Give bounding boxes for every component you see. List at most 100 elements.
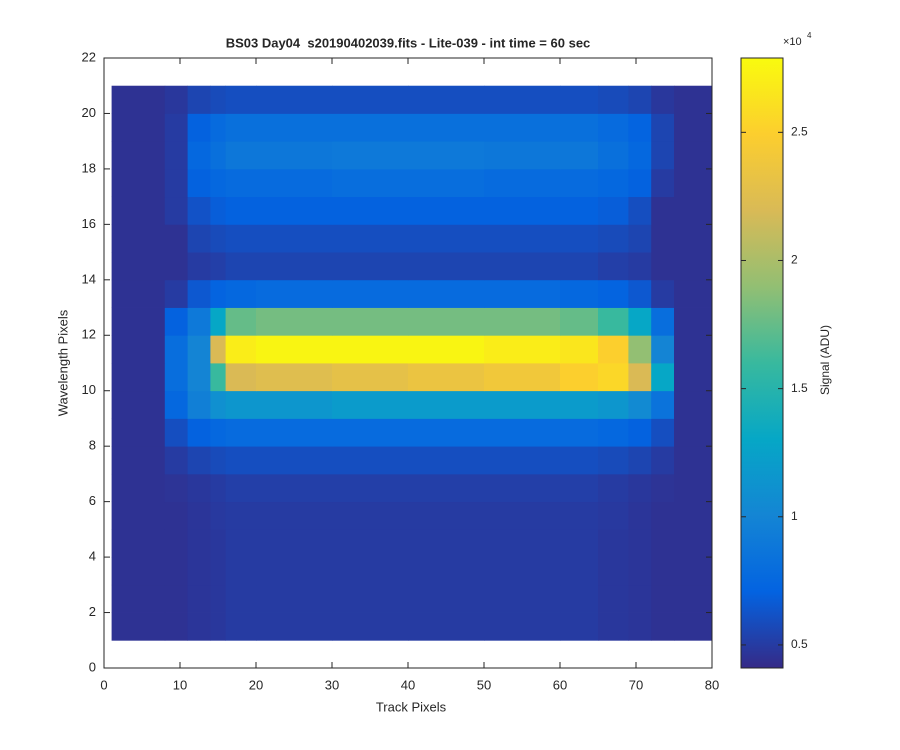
x-tick-label: 60 [553, 677, 567, 692]
heatmap-cell [256, 584, 333, 613]
heatmap-cell [628, 168, 652, 198]
heatmap-cell [484, 557, 561, 586]
heatmap-cell [484, 168, 561, 198]
heatmap-cell [628, 529, 652, 558]
heatmap-cell [111, 141, 166, 170]
heatmap-cell [164, 141, 188, 170]
heatmap-cell [111, 363, 166, 392]
heatmap-cell [256, 446, 333, 475]
heatmap-cell [187, 196, 211, 225]
heatmap-cell [164, 473, 188, 503]
heatmap-cell [674, 418, 713, 447]
heatmap-cell [598, 252, 629, 281]
heatmap-cell [651, 529, 675, 558]
heatmap-cell [408, 418, 485, 447]
heatmap-cell [560, 446, 599, 475]
heatmap-cell [256, 390, 333, 419]
heatmap-cell [256, 85, 333, 114]
heatmap-cell [628, 612, 652, 641]
heatmap-cell [187, 224, 211, 253]
heatmap-cell [111, 446, 166, 475]
x-tick-label: 20 [249, 677, 263, 692]
heatmap-cell [225, 584, 257, 613]
heatmap-cell [256, 168, 333, 198]
heatmap-cell [408, 279, 485, 308]
heatmap-cell [484, 529, 561, 558]
heatmap-cell [210, 584, 226, 613]
heatmap-cell [598, 529, 629, 558]
heatmap-cell [332, 363, 409, 392]
heatmap-cell [674, 473, 713, 503]
heatmap-cell [484, 501, 561, 530]
colorbar-tick-label: 2.5 [791, 124, 808, 138]
heatmap-cell [256, 363, 333, 392]
colorbar [740, 57, 784, 669]
heatmap-cell [164, 529, 188, 558]
heatmap-cell [628, 85, 652, 114]
heatmap-cell [164, 363, 188, 392]
heatmap-cell [187, 501, 211, 530]
heatmap-cell [628, 473, 652, 503]
heatmap-cell [111, 501, 166, 530]
heatmap-cell [408, 612, 485, 641]
heatmap-cell [111, 418, 166, 447]
heatmap-cell [598, 196, 629, 225]
heatmap-cell [651, 473, 675, 503]
heatmap-cell [484, 473, 561, 503]
heatmap-cell [332, 584, 409, 613]
heatmap-cell [111, 113, 166, 142]
heatmap-cell [484, 446, 561, 475]
heatmap-cell [628, 363, 652, 392]
heatmap-cell [164, 113, 188, 142]
heatmap-cell [210, 307, 226, 336]
colorbar-tick-label: 0.5 [791, 637, 808, 651]
heatmap-cell [651, 141, 675, 170]
heatmap-cell [651, 612, 675, 641]
heatmap-cell [210, 612, 226, 641]
heatmap-cell [256, 557, 333, 586]
x-tick-label: 50 [477, 677, 491, 692]
heatmap-cell [210, 141, 226, 170]
heatmap-cell [187, 168, 211, 198]
heatmap-cell [225, 168, 257, 198]
heatmap-cell [560, 363, 599, 392]
y-tick-label: 20 [82, 105, 96, 120]
heatmap-cell [651, 113, 675, 142]
heatmap-cell [560, 141, 599, 170]
heatmap-cell [111, 168, 166, 198]
heatmap-cell [187, 584, 211, 613]
heatmap-cell [651, 168, 675, 198]
y-axis-title: Wavelength Pixels [55, 309, 70, 416]
y-tick-label: 18 [82, 160, 96, 175]
heatmap-cell [111, 224, 166, 253]
y-tick-label: 4 [89, 549, 96, 564]
heatmap-cell [651, 307, 675, 336]
heatmap-cell [256, 141, 333, 170]
heatmap-cell [598, 501, 629, 530]
heatmap-cell [225, 473, 257, 503]
heatmap-cell [164, 279, 188, 308]
heatmap-cell [560, 390, 599, 419]
heatmap-cell [651, 584, 675, 613]
heatmap-cell [187, 418, 211, 447]
heatmap-cell [560, 224, 599, 253]
heatmap-cell [256, 418, 333, 447]
heatmap-cell [484, 335, 561, 364]
heatmap-cell [332, 335, 409, 364]
heatmap-cell [598, 224, 629, 253]
heatmap-cell [164, 390, 188, 419]
heatmap-cell [225, 612, 257, 641]
heatmap-cell [187, 307, 211, 336]
heatmap-cell [651, 390, 675, 419]
heatmap-cell [674, 85, 713, 114]
x-tick-label: 30 [325, 677, 339, 692]
heatmap-cell [408, 141, 485, 170]
heatmap-cell [164, 335, 188, 364]
heatmap-cell [225, 224, 257, 253]
chart-title: BS03 Day04 s20190402039.fits - Lite-039 … [226, 35, 591, 50]
heatmap-cell [187, 612, 211, 641]
heatmap-cell [484, 307, 561, 336]
heatmap-cell [164, 446, 188, 475]
heatmap-cell [256, 529, 333, 558]
heatmap-cell [256, 335, 333, 364]
